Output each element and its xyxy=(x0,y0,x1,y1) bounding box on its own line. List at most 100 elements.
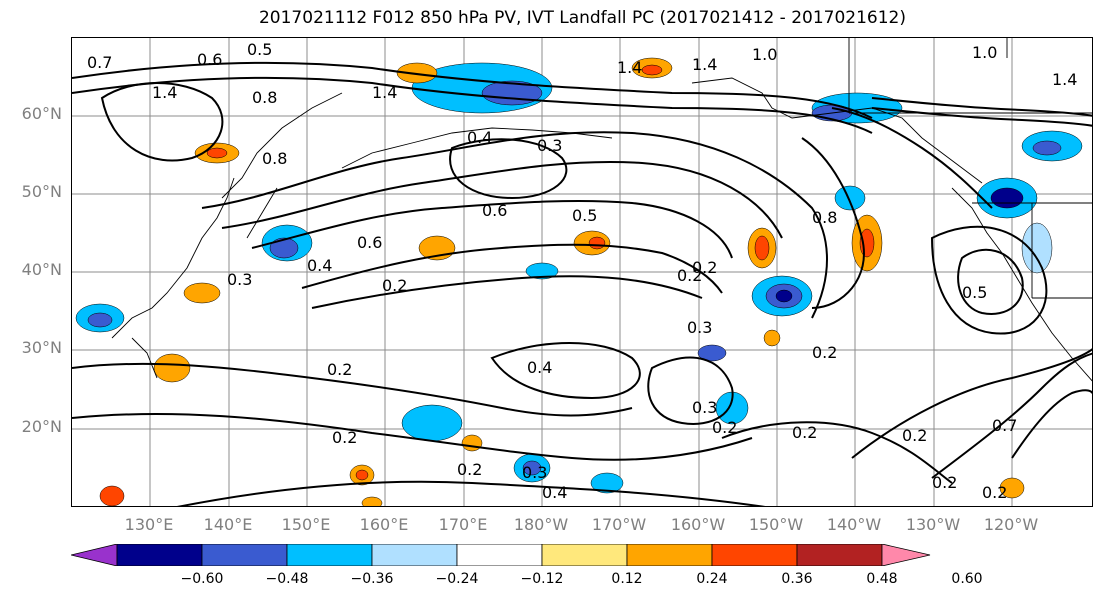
contour-label: 1.4 xyxy=(617,58,642,77)
colorbar-segments xyxy=(71,544,931,566)
colorbar-tick-label: 0.36 xyxy=(781,571,813,587)
contour-label: 0.2 xyxy=(327,360,352,379)
pv-anomaly-patch xyxy=(1021,222,1053,274)
colorbar-segment xyxy=(711,544,798,566)
lon-label-170w: 170°W xyxy=(591,515,647,534)
contour-line xyxy=(449,138,568,200)
colorbar-extend-low xyxy=(71,544,118,566)
pv-anomaly-patch xyxy=(153,353,191,383)
contour-label: 0.8 xyxy=(262,149,287,168)
contour-label: 0.2 xyxy=(1092,138,1093,157)
contour-label: 0.3 xyxy=(687,318,712,337)
colorbar-segment xyxy=(371,544,458,566)
colorbar-tick-label: 0.60 xyxy=(951,571,983,587)
pv-anomaly-patch xyxy=(588,236,606,250)
contour-label: 1.4 xyxy=(152,83,177,102)
colorbar xyxy=(71,544,931,566)
contour-label: 0.4 xyxy=(467,128,492,147)
contour-label: 0.2 xyxy=(932,473,957,492)
contour-label: 0.2 xyxy=(902,426,927,445)
lon-label-150w: 150°W xyxy=(748,515,804,534)
contour-line xyxy=(301,243,723,294)
colorbar-segment xyxy=(456,544,543,566)
contour-label: 0.2 xyxy=(457,460,482,479)
contour-line xyxy=(1011,389,1092,459)
contour-line xyxy=(72,362,633,417)
colorbar-tick-label: 0.24 xyxy=(696,571,728,587)
pv-anomaly-patch xyxy=(775,289,793,303)
colorbar-segment xyxy=(796,544,883,566)
contour-label: 0.2 xyxy=(792,423,817,442)
colorbar-tick-label: 0.48 xyxy=(866,571,898,587)
graticule xyxy=(72,38,1092,506)
map-panel: 0.7 0.6 0.5 0.8 1.4 1.4 1.0 0.4 0.3 1.4 1.4 1.0 0.8 0… xyxy=(71,37,1093,507)
contour-line xyxy=(721,421,953,484)
contour-label: 0.2 xyxy=(677,266,702,285)
lat-label-30n: 30°N xyxy=(21,338,62,357)
contour-line xyxy=(72,76,873,134)
contour-label: 0.2 xyxy=(712,418,737,437)
colorbar-segment xyxy=(286,544,373,566)
pv-anomaly-patch xyxy=(401,404,463,442)
pv-anomaly-patch xyxy=(461,434,483,452)
pv-anomaly-patch xyxy=(697,344,727,362)
pv-anomaly-patch xyxy=(87,312,113,328)
lat-label-50n: 50°N xyxy=(21,182,62,201)
north-america-coast xyxy=(951,187,1092,382)
contour-line xyxy=(851,348,1092,459)
pv-anomaly-patch xyxy=(99,485,125,506)
lon-label-170e: 170°E xyxy=(438,515,488,534)
contour-line xyxy=(930,225,1048,335)
contour-label: 1.0 xyxy=(972,43,997,62)
contour-line xyxy=(221,161,783,239)
canada-border xyxy=(848,38,1092,114)
contour-label: 0.5 xyxy=(962,283,987,302)
pv-shading xyxy=(75,57,1083,506)
contour-line xyxy=(251,199,733,259)
pv-anomaly-patch xyxy=(183,282,221,304)
pv-anomaly-patch xyxy=(641,64,663,76)
colorbar-tick-label: −0.12 xyxy=(520,571,564,587)
contour-line xyxy=(801,137,865,309)
contour-label: 0.7 xyxy=(992,416,1017,435)
contour-label: 0.8 xyxy=(252,88,277,107)
japan-coast xyxy=(111,177,235,379)
contour-line xyxy=(311,275,703,309)
pv-anomaly-patch xyxy=(763,329,781,347)
contour-label: 0.4 xyxy=(542,483,567,502)
contour-label: 0.8 xyxy=(812,208,837,227)
colorbar-tick-label: −0.60 xyxy=(180,571,224,587)
lon-label-120w: 120°W xyxy=(983,515,1039,534)
contour-line xyxy=(871,97,1092,117)
colorbar-tick-label: −0.36 xyxy=(350,571,394,587)
contour-line xyxy=(957,248,1024,315)
contour-label: 0.2 xyxy=(332,428,357,447)
contour-line xyxy=(647,356,734,425)
contour-line xyxy=(177,480,766,506)
contour-label: 1.4 xyxy=(372,83,397,102)
pv-anomaly-patch xyxy=(590,472,624,494)
contour-label: 0.2 xyxy=(692,258,717,277)
contour-label: 0.6 xyxy=(482,201,507,220)
pv-anomaly-patch xyxy=(999,477,1025,499)
contour-label: 0.3 xyxy=(537,136,562,155)
contour-line xyxy=(490,342,641,400)
pv-anomaly-patch xyxy=(361,496,383,506)
lat-label-40n: 40°N xyxy=(21,260,62,279)
contour-label: 0.3 xyxy=(692,398,717,417)
map-svg: 0.7 0.60.50.81.4 1.41.00.4 0.31.41.41.00.80… xyxy=(72,38,1093,506)
lon-label-160e: 160°E xyxy=(359,515,409,534)
pv-anomaly-patch xyxy=(525,262,559,280)
pv-anomaly-patch xyxy=(355,469,369,481)
ivt-contours xyxy=(72,61,1092,506)
lon-label-180w: 180°W xyxy=(513,515,569,534)
contour-label: 0.4 xyxy=(527,358,552,377)
lon-label-140w: 140°W xyxy=(826,515,882,534)
contour-label: 0.6 xyxy=(357,233,382,252)
pv-anomaly-patch xyxy=(754,235,770,261)
colorbar-segment xyxy=(626,544,713,566)
contour-label: 0.4 xyxy=(307,256,332,275)
pv-anomaly-patch xyxy=(206,147,228,159)
lon-label-150e: 150°E xyxy=(281,515,331,534)
contour-label: 1.4 xyxy=(1052,70,1077,89)
